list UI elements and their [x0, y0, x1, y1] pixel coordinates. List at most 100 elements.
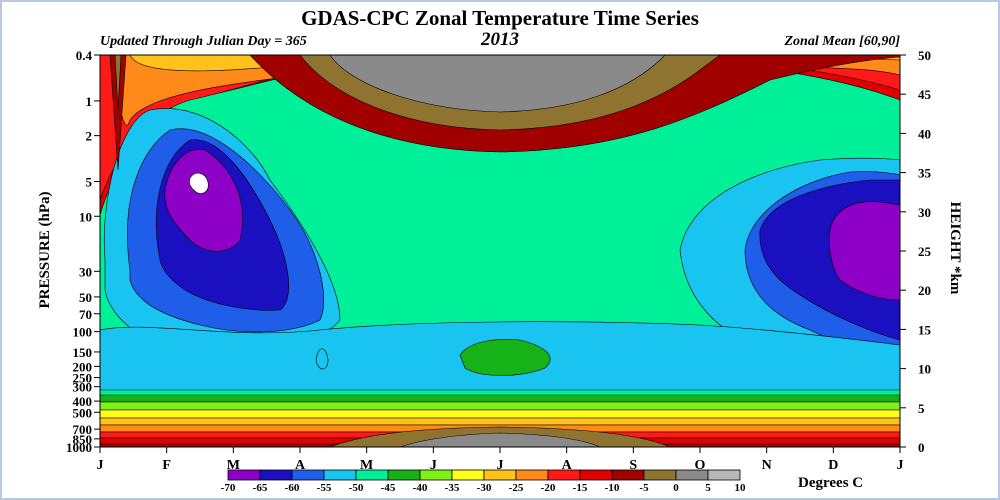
- y-right-tick-label: 35: [918, 166, 932, 181]
- colorbar-label: Degrees C: [798, 475, 863, 491]
- contour-band: [164, 148, 243, 252]
- colorbar-tick-label: -20: [541, 482, 556, 494]
- contour-plot: [100, 55, 900, 447]
- colorbar-tick-label: 5: [705, 482, 711, 494]
- colorbar-swatch: [387, 469, 421, 481]
- x-tick-label: N: [762, 458, 772, 473]
- subtitle-left: Updated Through Julian Day = 365: [100, 34, 307, 49]
- x-tick-label: D: [828, 458, 838, 473]
- colorbar-swatch: [611, 469, 645, 481]
- y-right-tick-label: 25: [918, 244, 932, 259]
- colorbar-tick-label: 10: [735, 482, 747, 494]
- colorbar-tick-label: -50: [349, 482, 364, 494]
- x-tick-label: M: [227, 458, 240, 473]
- colorbar-swatch: [291, 469, 325, 481]
- y-left-tick-label: 200: [73, 359, 93, 374]
- colorbar-swatch: [227, 469, 261, 481]
- colorbar-swatch: [419, 469, 453, 481]
- y-left-tick-label: 1000: [66, 440, 92, 455]
- y-left-tick-label: 300: [73, 380, 93, 395]
- colorbar-tick-label: -15: [573, 482, 588, 494]
- y-left-tick-label: 700: [73, 422, 93, 437]
- y-left-tick-label: 250: [73, 371, 93, 386]
- x-tick-label: M: [360, 458, 373, 473]
- contour-band: [459, 339, 551, 376]
- colorbar-swatch: [547, 469, 581, 481]
- y-left-tick-label: 400: [73, 394, 93, 409]
- contour-band: [315, 348, 329, 370]
- colorbar-tick-label: -45: [381, 482, 396, 494]
- colorbar-swatch: [675, 469, 709, 481]
- x-tick-label: A: [562, 458, 573, 473]
- y-axis-right-label: HEIGHT *km: [947, 202, 963, 295]
- x-tick-label: F: [162, 458, 171, 473]
- y-left-tick-label: 5: [86, 175, 93, 190]
- y-left-tick-label: 0.4: [76, 48, 93, 63]
- contour-band: [399, 432, 601, 447]
- y-right-tick-label: 5: [918, 401, 925, 416]
- contour-band: [189, 172, 209, 194]
- y-right-tick-label: 50: [918, 48, 931, 63]
- colorbar-swatch: [259, 469, 293, 481]
- y-left-tick-label: 100: [73, 325, 93, 340]
- colorbar-tick-label: -35: [445, 482, 460, 494]
- x-tick-label: J: [897, 458, 904, 473]
- x-tick-label: J: [497, 458, 504, 473]
- colorbar-tick-label: -70: [221, 482, 236, 494]
- subtitle-right: Zonal Mean [60,90]: [784, 34, 901, 49]
- y-left-tick-label: 1: [86, 94, 93, 109]
- colorbar-tick-label: -55: [317, 482, 332, 494]
- y-left-tick-label: 2: [86, 129, 93, 144]
- x-tick-label: S: [629, 458, 637, 473]
- colorbar-tick-label: -25: [509, 482, 524, 494]
- y-right-tick-label: 40: [918, 126, 931, 141]
- x-tick-label: A: [295, 458, 306, 473]
- x-tick-label: O: [695, 458, 706, 473]
- y-right-tick-label: 15: [918, 322, 932, 337]
- colorbar-tick-label: -60: [285, 482, 300, 494]
- colorbar-swatch: [451, 469, 485, 481]
- colorbar-swatch: [483, 469, 517, 481]
- x-tick-label: J: [430, 458, 437, 473]
- contour-band: [109, 55, 127, 171]
- colorbar-tick-label: -40: [413, 482, 428, 494]
- colorbar-tick-label: -5: [639, 482, 649, 494]
- colorbar-tick-label: -65: [253, 482, 268, 494]
- y-axis-left-label: PRESSURE (hPa): [37, 191, 53, 308]
- y-left-tick-label: 50: [79, 290, 92, 305]
- colorbar-swatch: [707, 469, 741, 481]
- contour-band: [329, 55, 666, 113]
- y-right-tick-label: 30: [918, 205, 931, 220]
- y-left-tick-label: 500: [73, 405, 93, 420]
- y-left-tick-label: 150: [73, 345, 93, 360]
- contour-band: [100, 409, 900, 419]
- y-right-tick-label: 10: [918, 362, 931, 377]
- contour-band: [829, 201, 900, 301]
- contour-band: [114, 55, 122, 111]
- y-left-tick-label: 850: [73, 432, 93, 447]
- colorbar-tick-label: -30: [477, 482, 492, 494]
- colorbar-swatch: [515, 469, 549, 481]
- chart-title: GDAS-CPC Zonal Temperature Time Series: [301, 6, 699, 30]
- colorbar-swatch: [323, 469, 357, 481]
- y-right-tick-label: 20: [918, 283, 931, 298]
- contour-band: [100, 394, 900, 403]
- colorbar-tick-label: 0: [673, 482, 679, 494]
- colorbar-swatch: [355, 469, 389, 481]
- y-right-tick-label: 45: [918, 87, 932, 102]
- y-left-tick-label: 70: [79, 307, 92, 322]
- colorbar-swatch: [579, 469, 613, 481]
- y-right-tick-label: 0: [918, 440, 925, 455]
- colorbar: -70 -65 -60 -55 -50 -45 -40 -35 -30 -25 -20 -15 -10-…: [221, 469, 747, 494]
- subtitle-year: 2013: [480, 29, 519, 50]
- y-left-tick-label: 30: [79, 264, 92, 279]
- colorbar-swatch: [643, 469, 677, 481]
- contour-band: [100, 401, 900, 411]
- axes: 0.41251030507010015020025030040050070085…: [66, 48, 932, 473]
- colorbar-tick-label: -10: [605, 482, 620, 494]
- contour-band: [100, 417, 900, 426]
- x-tick-label: J: [97, 458, 104, 473]
- y-left-tick-label: 10: [79, 209, 92, 224]
